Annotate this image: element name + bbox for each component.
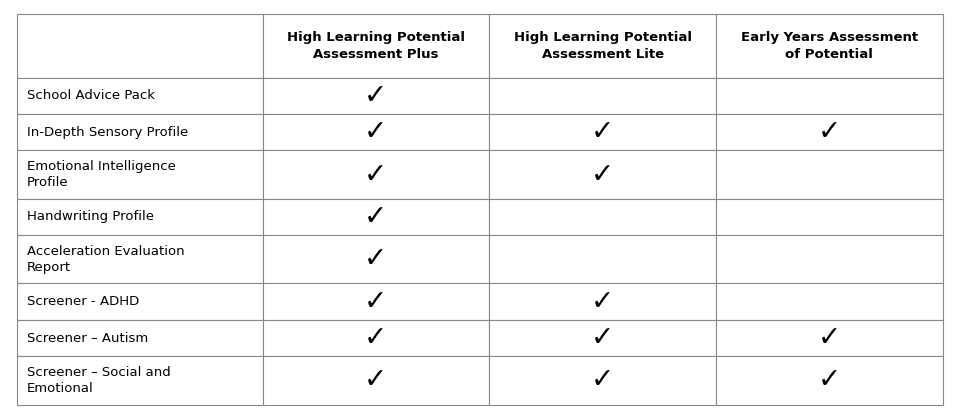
- FancyBboxPatch shape: [716, 320, 943, 356]
- FancyBboxPatch shape: [262, 77, 490, 114]
- FancyBboxPatch shape: [262, 283, 490, 320]
- FancyBboxPatch shape: [716, 199, 943, 235]
- Text: ✓: ✓: [591, 288, 614, 316]
- Text: Screener - ADHD: Screener - ADHD: [27, 295, 139, 308]
- FancyBboxPatch shape: [716, 235, 943, 283]
- Text: ✓: ✓: [364, 203, 388, 231]
- Text: ✓: ✓: [818, 118, 841, 146]
- FancyBboxPatch shape: [17, 77, 262, 114]
- FancyBboxPatch shape: [490, 150, 716, 199]
- FancyBboxPatch shape: [262, 199, 490, 235]
- FancyBboxPatch shape: [17, 320, 262, 356]
- FancyBboxPatch shape: [17, 199, 262, 235]
- FancyBboxPatch shape: [262, 150, 490, 199]
- Text: School Advice Pack: School Advice Pack: [27, 89, 155, 102]
- FancyBboxPatch shape: [716, 77, 943, 114]
- FancyBboxPatch shape: [490, 199, 716, 235]
- FancyBboxPatch shape: [490, 77, 716, 114]
- FancyBboxPatch shape: [490, 235, 716, 283]
- Text: ✓: ✓: [364, 161, 388, 189]
- FancyBboxPatch shape: [17, 283, 262, 320]
- FancyBboxPatch shape: [17, 14, 262, 77]
- Text: ✓: ✓: [818, 366, 841, 394]
- Text: Acceleration Evaluation
Report: Acceleration Evaluation Report: [27, 245, 184, 274]
- Text: ✓: ✓: [364, 245, 388, 273]
- FancyBboxPatch shape: [716, 283, 943, 320]
- Text: ✓: ✓: [591, 366, 614, 394]
- Text: Emotional Intelligence
Profile: Emotional Intelligence Profile: [27, 160, 176, 189]
- Text: In-Depth Sensory Profile: In-Depth Sensory Profile: [27, 126, 188, 139]
- FancyBboxPatch shape: [716, 356, 943, 405]
- Text: Early Years Assessment
of Potential: Early Years Assessment of Potential: [741, 31, 918, 61]
- Text: ✓: ✓: [364, 288, 388, 316]
- FancyBboxPatch shape: [490, 320, 716, 356]
- Text: ✓: ✓: [364, 82, 388, 110]
- Text: ✓: ✓: [591, 118, 614, 146]
- Text: ✓: ✓: [364, 324, 388, 352]
- Text: Handwriting Profile: Handwriting Profile: [27, 211, 154, 223]
- Text: High Learning Potential
Assessment Lite: High Learning Potential Assessment Lite: [514, 31, 691, 61]
- FancyBboxPatch shape: [716, 14, 943, 77]
- FancyBboxPatch shape: [490, 356, 716, 405]
- Text: Screener – Autism: Screener – Autism: [27, 332, 148, 344]
- Text: Screener – Social and
Emotional: Screener – Social and Emotional: [27, 366, 171, 395]
- FancyBboxPatch shape: [17, 114, 262, 150]
- FancyBboxPatch shape: [262, 14, 490, 77]
- Text: ✓: ✓: [364, 118, 388, 146]
- FancyBboxPatch shape: [17, 356, 262, 405]
- FancyBboxPatch shape: [17, 235, 262, 283]
- Text: ✓: ✓: [591, 324, 614, 352]
- FancyBboxPatch shape: [490, 283, 716, 320]
- FancyBboxPatch shape: [262, 235, 490, 283]
- Text: ✓: ✓: [364, 366, 388, 394]
- FancyBboxPatch shape: [262, 320, 490, 356]
- FancyBboxPatch shape: [716, 114, 943, 150]
- FancyBboxPatch shape: [262, 356, 490, 405]
- FancyBboxPatch shape: [17, 150, 262, 199]
- FancyBboxPatch shape: [716, 150, 943, 199]
- Text: ✓: ✓: [818, 324, 841, 352]
- FancyBboxPatch shape: [490, 14, 716, 77]
- FancyBboxPatch shape: [262, 114, 490, 150]
- FancyBboxPatch shape: [490, 114, 716, 150]
- Text: ✓: ✓: [591, 161, 614, 189]
- Text: High Learning Potential
Assessment Plus: High Learning Potential Assessment Plus: [287, 31, 465, 61]
